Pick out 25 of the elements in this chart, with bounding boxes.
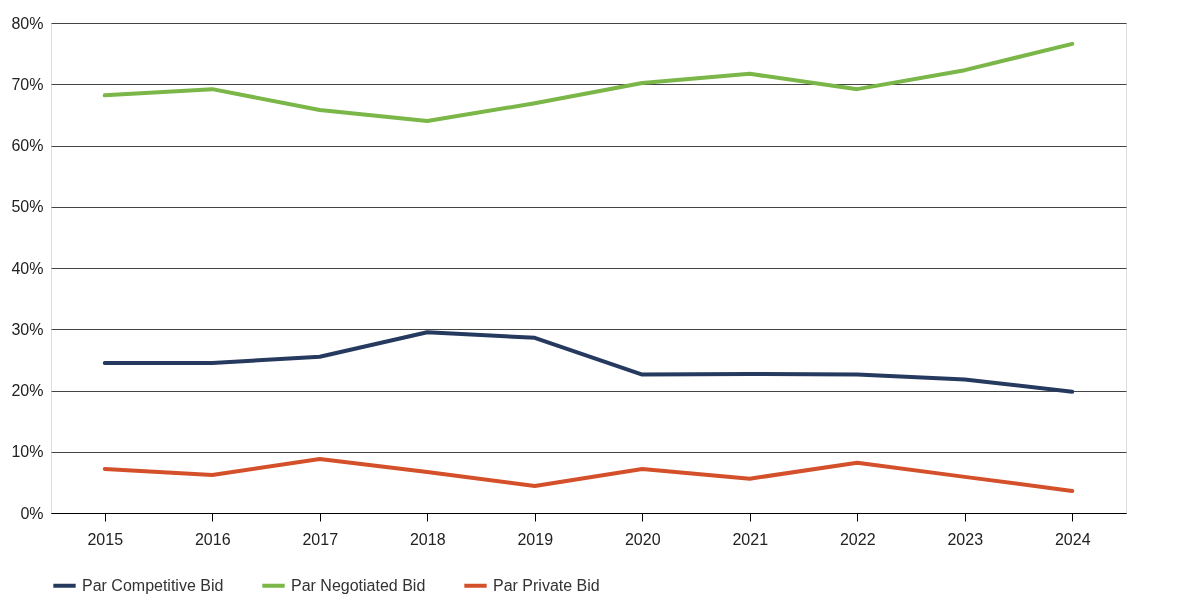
- y-tick-label: 60%: [11, 137, 44, 154]
- x-tick-label: 2021: [732, 530, 769, 548]
- y-tick-label: 40%: [11, 259, 44, 277]
- legend-label: Par Competitive Bid: [82, 576, 224, 594]
- line-series: [102, 41, 1075, 123]
- legend-label: Par Negotiated Bid: [291, 576, 426, 594]
- x-tick-label: 2019: [517, 530, 554, 548]
- y-tick-label: 20%: [11, 382, 44, 399]
- x-tick-label: 2017: [302, 530, 339, 548]
- x-tick-label: 2020: [624, 530, 661, 548]
- x-tick-label: 2023: [947, 530, 984, 548]
- y-tick-label: 30%: [11, 320, 44, 338]
- y-tick-label: 0%: [20, 504, 44, 522]
- x-tick-label: 2022: [839, 530, 876, 548]
- y-tick-label: 50%: [11, 198, 44, 216]
- x-tick-label: 2018: [409, 530, 446, 548]
- line-series: [102, 457, 1075, 493]
- x-tick-label: 2024: [1054, 530, 1091, 548]
- y-tick-label: 10%: [11, 443, 44, 461]
- line-series: [102, 330, 1075, 394]
- x-tick-label: 2016: [194, 530, 231, 548]
- x-tick-label: 2015: [87, 530, 124, 548]
- legend-label: Par Private Bid: [493, 576, 600, 594]
- y-tick-label: 80%: [11, 14, 44, 32]
- y-tick-label: 70%: [11, 75, 44, 93]
